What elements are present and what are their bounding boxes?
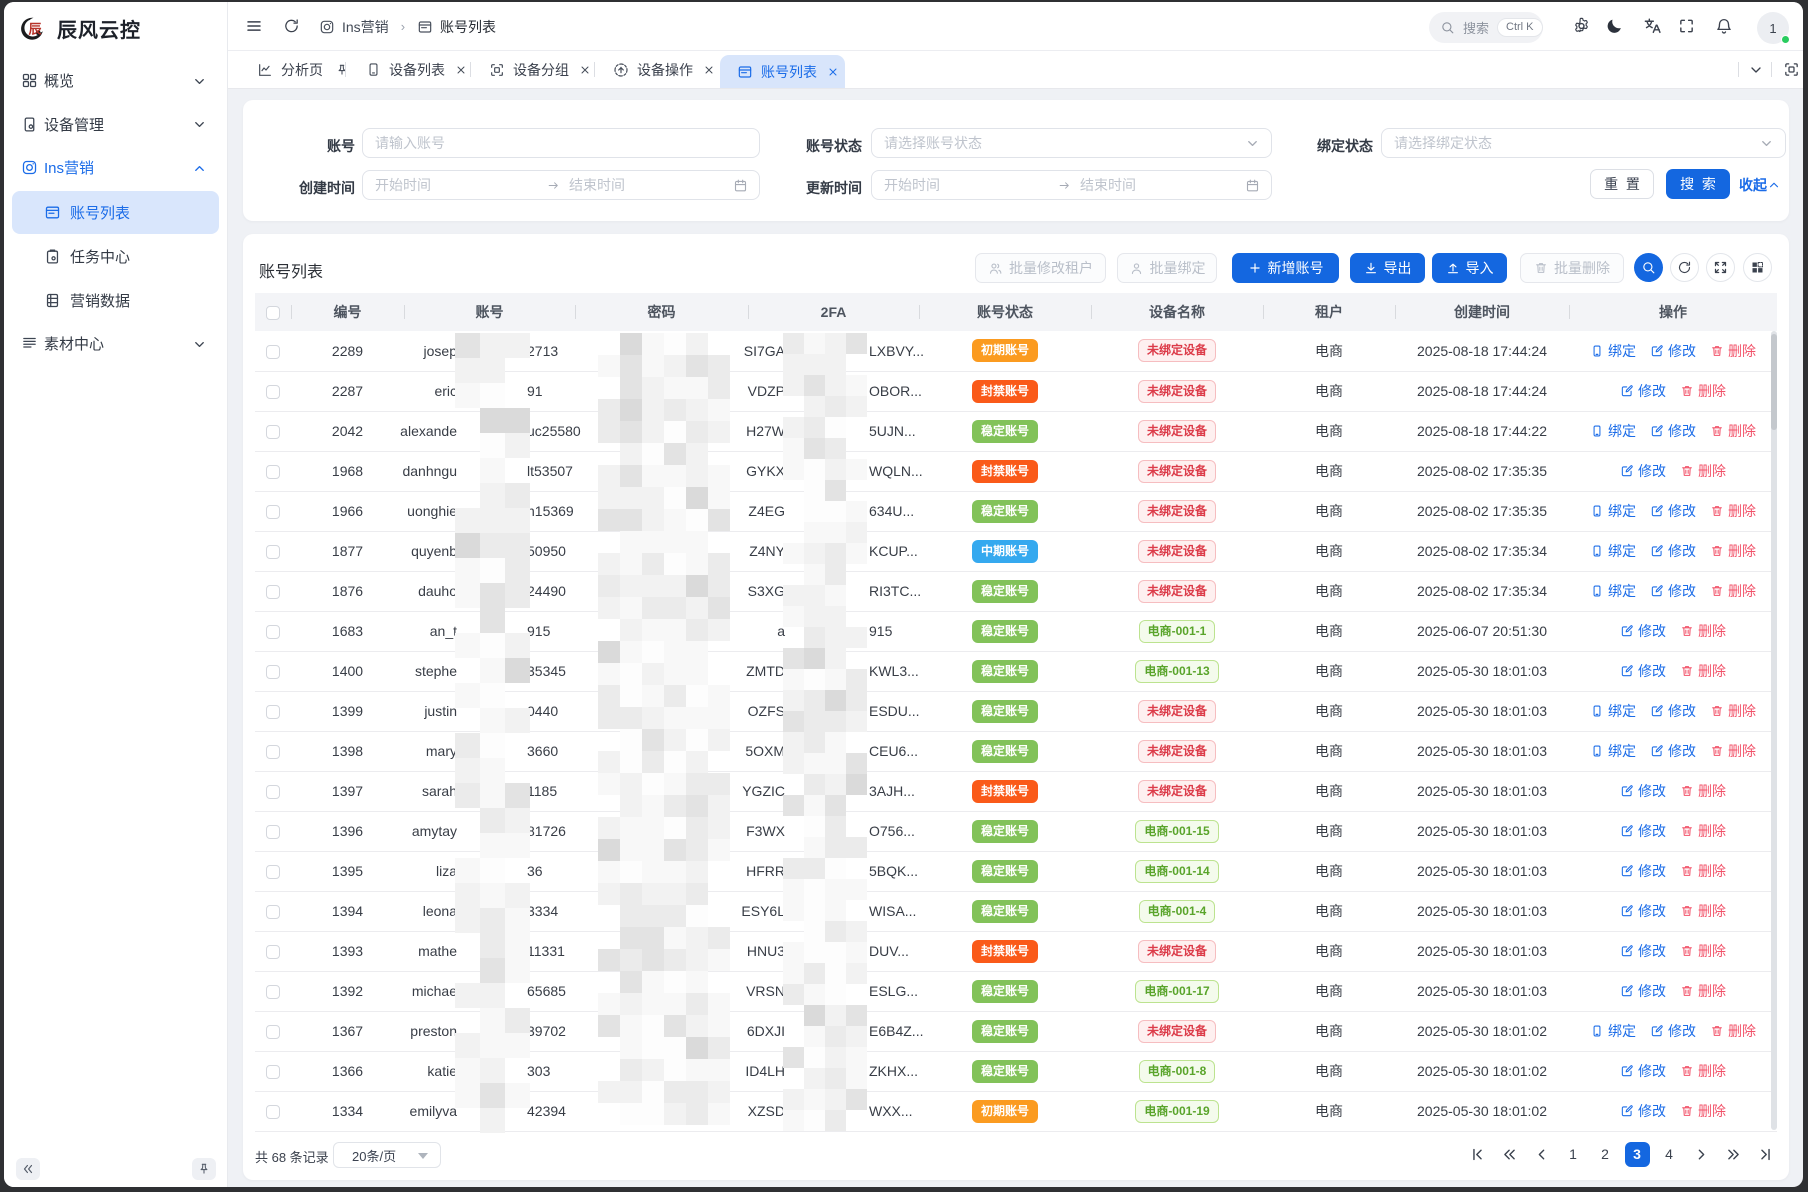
svg-text:辰: 辰 [29,22,43,37]
